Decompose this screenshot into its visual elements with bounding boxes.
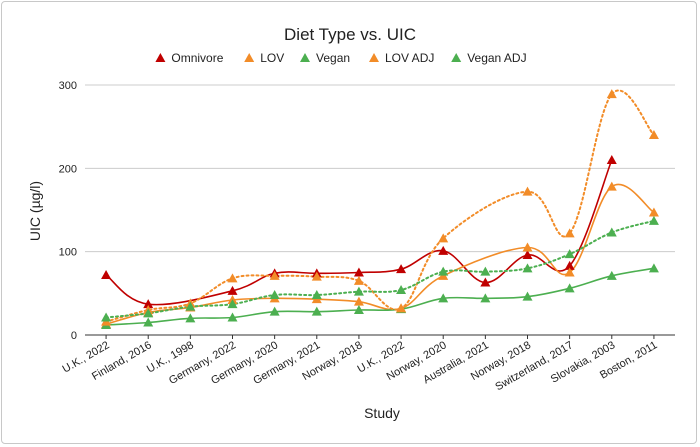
data-point-omnivore: [438, 245, 449, 255]
data-point-vegan: [606, 270, 617, 280]
data-point-lov: [522, 242, 533, 252]
y-axis-ticks: 0 100 200 300: [59, 80, 77, 342]
legend-label-lov-adj: LOV ADJ: [385, 51, 434, 65]
data-point-lov-adj: [648, 130, 659, 139]
data-point-lov-adj: [227, 273, 238, 283]
y-tick-label: 100: [59, 247, 77, 259]
legend-marker-lov: [244, 53, 255, 62]
legend-label-omnivore: Omnivore: [171, 51, 223, 65]
data-point-omnivore: [227, 285, 238, 295]
data-point-vegan: [564, 283, 575, 293]
legend-marker-omnivore: [155, 53, 166, 62]
series-markers: [101, 89, 659, 329]
y-tick-label: 300: [59, 80, 77, 92]
y-tick-label: 0: [71, 330, 77, 342]
data-point-vegan-adj: [311, 290, 322, 299]
data-point-lov-adj: [353, 275, 364, 285]
data-point-omnivore: [396, 264, 407, 274]
series-line-vegan-adj: [105, 219, 655, 319]
chart-title: Diet Type vs. UIC: [284, 25, 416, 44]
data-point-vegan-adj: [480, 266, 491, 276]
data-point-vegan: [143, 317, 154, 327]
data-point-omnivore: [480, 277, 491, 287]
data-point-vegan: [185, 313, 196, 323]
data-point-lov-adj: [269, 270, 280, 280]
legend-label-vegan-adj: Vegan ADJ: [467, 51, 526, 65]
data-point-omnivore: [606, 155, 617, 164]
data-point-omnivore: [353, 267, 364, 277]
data-point-vegan-adj: [564, 249, 575, 259]
series-line-lov-adj: [105, 89, 655, 323]
data-point-vegan: [480, 293, 491, 303]
data-point-lov: [606, 181, 617, 191]
data-point-omnivore: [143, 299, 154, 309]
data-point-vegan: [311, 306, 322, 316]
legend-marker-vegan: [300, 53, 310, 62]
data-point-vegan: [353, 305, 364, 314]
data-point-vegan-adj: [101, 312, 112, 322]
data-point-vegan: [269, 306, 280, 316]
grid: [85, 84, 675, 336]
y-tick-label: 200: [59, 163, 77, 175]
legend-label-lov: LOV: [260, 51, 284, 65]
data-point-vegan-adj: [185, 301, 196, 311]
data-point-vegan-adj: [438, 266, 449, 276]
data-point-lov-adj: [564, 228, 575, 238]
data-point-omnivore: [101, 270, 112, 279]
data-point-lov-adj: [606, 89, 617, 99]
data-point-vegan: [648, 263, 659, 273]
x-axis-title: Study: [364, 405, 400, 421]
data-point-lov-adj: [438, 233, 449, 243]
data-point-lov-adj: [396, 303, 407, 313]
data-point-vegan: [438, 293, 449, 303]
legend-marker-vegan-adj: [451, 53, 462, 62]
data-point-vegan-adj: [269, 290, 280, 299]
data-point-vegan-adj: [353, 286, 364, 296]
data-point-vegan-adj: [606, 227, 617, 237]
series-line-vegan: [105, 267, 655, 326]
data-point-vegan-adj: [648, 215, 659, 225]
data-point-lov-adj: [311, 271, 322, 281]
data-point-lov: [648, 207, 659, 217]
data-point-vegan: [227, 312, 238, 322]
data-point-omnivore: [564, 260, 575, 270]
data-point-lov: [353, 296, 364, 306]
data-point-vegan-adj: [396, 285, 407, 294]
legend: Omnivore LOV Vegan LOV ADJ Vegan ADJ: [155, 51, 527, 65]
data-point-vegan-adj: [522, 263, 533, 273]
data-point-omnivore: [522, 250, 533, 259]
legend-label-vegan: Vegan: [316, 51, 350, 65]
data-point-lov-adj: [522, 186, 533, 196]
data-point-vegan-adj: [227, 299, 238, 309]
data-point-vegan-adj: [143, 308, 154, 318]
legend-marker-lov-adj: [369, 53, 379, 62]
y-axis-title: UIC (µg/l): [27, 181, 43, 241]
data-point-vegan: [522, 291, 533, 301]
data-point-lov: [564, 267, 575, 277]
